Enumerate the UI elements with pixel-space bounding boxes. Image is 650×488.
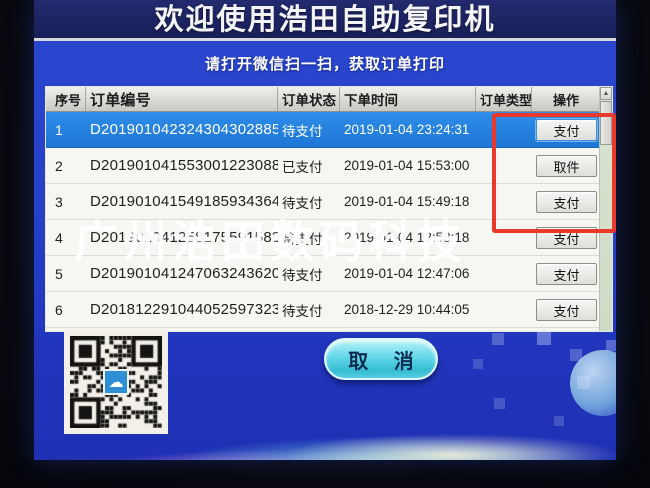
cell-order-time: 2019-01-04 15:49:18 — [344, 194, 470, 209]
cell-order-status: 待支付 — [282, 231, 323, 247]
cell-action: 支付 — [532, 220, 601, 255]
cell-order-status: 待支付 — [282, 195, 323, 211]
column-header: 订单编号 — [86, 87, 278, 111]
decor-square — [606, 340, 616, 351]
pay-button[interactable]: 支付 — [536, 226, 597, 249]
scrollbar-thumb[interactable] — [600, 101, 612, 145]
cell-order-time: 2019-01-04 12:58:18 — [344, 230, 470, 245]
cell-order-type — [476, 220, 532, 255]
column-header: 订单状态 — [278, 87, 340, 111]
cell-order-time: 2019-01-04 12:47:06 — [344, 266, 470, 281]
decor-square — [570, 349, 582, 361]
table-row[interactable]: 1 D201901042324304302885 待支付 2019-01-04 23:… — [46, 112, 612, 148]
cell-index: 1 — [55, 121, 63, 138]
cell-order-type — [476, 148, 532, 183]
column-header: 订单类型 — [476, 87, 532, 111]
pay-button[interactable]: 支付 — [536, 190, 597, 213]
cell-order-status: 待支付 — [282, 267, 323, 283]
cell-index: 2 — [55, 157, 63, 174]
decor-square — [492, 333, 504, 345]
cell-order-type — [476, 112, 532, 147]
cell-action: 支付 — [532, 184, 601, 219]
pickup-button[interactable]: 取件 — [536, 154, 597, 177]
table-row[interactable]: 2 D201901041553001223088 已支付 2019-01-04 15:… — [46, 148, 612, 184]
decor-square — [473, 359, 483, 369]
table-row[interactable]: 4 D201901041258175591583 待支付 2019-01-04 12:… — [46, 220, 612, 256]
decor-square — [537, 331, 551, 345]
decor-square — [554, 416, 564, 426]
cell-order-id: D201901041258175591583 — [90, 229, 278, 246]
decor-square — [577, 376, 590, 389]
cell-order-status: 已支付 — [282, 159, 323, 175]
decor-square — [494, 398, 505, 409]
cell-index: 3 — [55, 193, 63, 210]
column-header: 操作 — [532, 87, 601, 111]
cell-order-type — [476, 256, 532, 291]
subtitle: 请打开微信扫一扫，获取订单打印 — [204, 55, 445, 73]
cell-order-id: D201812291044052597323 — [90, 301, 278, 318]
cell-index: 6 — [55, 301, 63, 318]
pay-button[interactable]: 支付 — [536, 298, 597, 321]
table-header: 序号 订单编号 订单状态 下单时间 订单类型 操作 — [46, 87, 612, 112]
cell-action: 支付 — [532, 292, 601, 327]
cell-index: 4 — [55, 229, 63, 246]
table-row[interactable]: 5 D201901041247063243620 待支付 2019-01-04 12:… — [46, 256, 612, 292]
pay-button[interactable]: 支付 — [536, 262, 597, 285]
cell-order-status: 待支付 — [282, 303, 323, 319]
kiosk-screen: 欢迎使用浩田自助复印机 请打开微信扫一扫，获取订单打印 序号 订单编号 订单状态 下单… — [34, 0, 616, 460]
page-title: 欢迎使用浩田自助复印机 — [34, 0, 616, 38]
orders-table: 序号 订单编号 订单状态 下单时间 订单类型 操作 1 D20190104232430430… — [45, 86, 613, 332]
wechat-qr-code: ☁ — [64, 330, 168, 434]
cancel-button[interactable]: 取 消 — [324, 338, 438, 380]
scroll-up-icon[interactable]: ▲ — [600, 87, 612, 100]
cloud-glyph: ☁ — [108, 374, 124, 391]
cell-action: 取件 — [532, 148, 601, 183]
pay-button[interactable]: 支付 — [536, 118, 597, 141]
cell-order-time: 2019-01-04 23:24:31 — [344, 122, 470, 137]
column-header: 序号 — [46, 87, 86, 111]
cell-action: 支付 — [532, 256, 601, 291]
table-body: 1 D201901042324304302885 待支付 2019-01-04 23:… — [46, 112, 612, 328]
cell-order-type — [476, 292, 532, 327]
cell-order-time: 2018-12-29 10:44:05 — [344, 302, 470, 317]
cell-order-time: 2019-01-04 15:53:00 — [344, 158, 470, 173]
cloud-logo-icon: ☁ — [103, 369, 129, 395]
column-header: 下单时间 — [340, 87, 476, 111]
cell-order-id: D201901041247063243620 — [90, 265, 278, 282]
cell-order-type — [476, 184, 532, 219]
table-scrollbar[interactable]: ▲ — [599, 87, 612, 331]
cell-order-id: D201901041553001223088 — [90, 157, 278, 174]
table-row[interactable]: 3 D201901041549185934364 待支付 2019-01-04 15:… — [46, 184, 612, 220]
cell-index: 5 — [55, 265, 63, 282]
cell-order-id: D201901042324304302885 — [90, 121, 278, 138]
cell-action: 支付 — [532, 112, 601, 147]
cell-order-id: D201901041549185934364 — [90, 193, 278, 210]
cell-order-status: 待支付 — [282, 123, 323, 139]
table-row[interactable]: 6 D201812291044052597323 待支付 2018-12-29 10:… — [46, 292, 612, 328]
